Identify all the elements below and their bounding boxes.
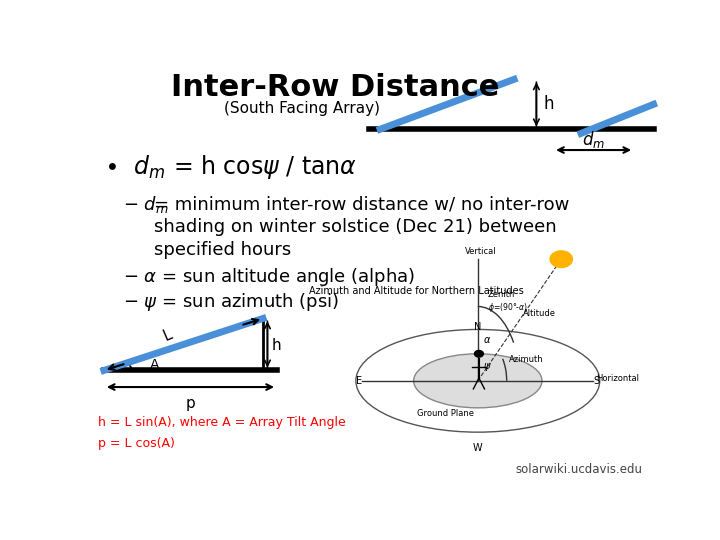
Text: Zenith: Zenith bbox=[488, 290, 516, 299]
Text: p = L cos(A): p = L cos(A) bbox=[99, 437, 175, 450]
Text: specified hours: specified hours bbox=[154, 241, 292, 259]
Text: (South Facing Array): (South Facing Array) bbox=[224, 101, 380, 116]
Text: solarwiki.ucdavis.edu: solarwiki.ucdavis.edu bbox=[516, 463, 642, 476]
Text: Horizontal: Horizontal bbox=[597, 374, 639, 383]
Text: L: L bbox=[161, 327, 175, 343]
Text: shading on winter solstice (Dec 21) between: shading on winter solstice (Dec 21) betw… bbox=[154, 218, 557, 236]
Text: $\alpha$: $\alpha$ bbox=[483, 335, 492, 345]
Text: A: A bbox=[150, 358, 159, 372]
Ellipse shape bbox=[413, 354, 542, 408]
Text: Azimuth: Azimuth bbox=[508, 355, 544, 363]
Text: $-\ \alpha$ = sun altitude angle (alpha): $-\ \alpha$ = sun altitude angle (alpha) bbox=[124, 266, 415, 288]
Text: N: N bbox=[474, 322, 482, 332]
Text: = minimum inter-row distance w/ no inter-row: = minimum inter-row distance w/ no inter… bbox=[154, 195, 570, 213]
Text: Azimuth and Altitude for Northern Latitudes: Azimuth and Altitude for Northern Latitu… bbox=[309, 286, 524, 296]
Text: W: W bbox=[473, 443, 482, 454]
Text: h = L sin(A), where A = Array Tilt Angle: h = L sin(A), where A = Array Tilt Angle bbox=[99, 416, 346, 429]
Text: $\psi$: $\psi$ bbox=[483, 361, 492, 373]
Ellipse shape bbox=[356, 329, 600, 432]
Circle shape bbox=[550, 251, 572, 267]
Text: $-\ d_m$: $-\ d_m$ bbox=[124, 194, 169, 214]
Text: $\bullet$  $d_m$ = h cos$\psi$ / tan$\alpha$: $\bullet$ $d_m$ = h cos$\psi$ / tan$\alp… bbox=[104, 153, 357, 181]
Text: E: E bbox=[356, 376, 362, 386]
Text: h: h bbox=[271, 338, 281, 353]
Text: S: S bbox=[593, 376, 600, 386]
Text: Inter-Row Distance: Inter-Row Distance bbox=[171, 73, 500, 102]
Text: $-\ \psi$ = sun azimuth (psi): $-\ \psi$ = sun azimuth (psi) bbox=[124, 291, 340, 313]
Text: Vertical: Vertical bbox=[465, 247, 496, 256]
Text: Ground Plane: Ground Plane bbox=[417, 409, 474, 418]
Text: h: h bbox=[543, 95, 554, 113]
Text: p: p bbox=[186, 396, 195, 411]
Circle shape bbox=[474, 350, 483, 357]
Text: $\phi$=(90°-$\alpha$): $\phi$=(90°-$\alpha$) bbox=[488, 301, 528, 314]
Text: $d_m$: $d_m$ bbox=[582, 129, 605, 150]
Text: Altitude: Altitude bbox=[523, 309, 556, 318]
